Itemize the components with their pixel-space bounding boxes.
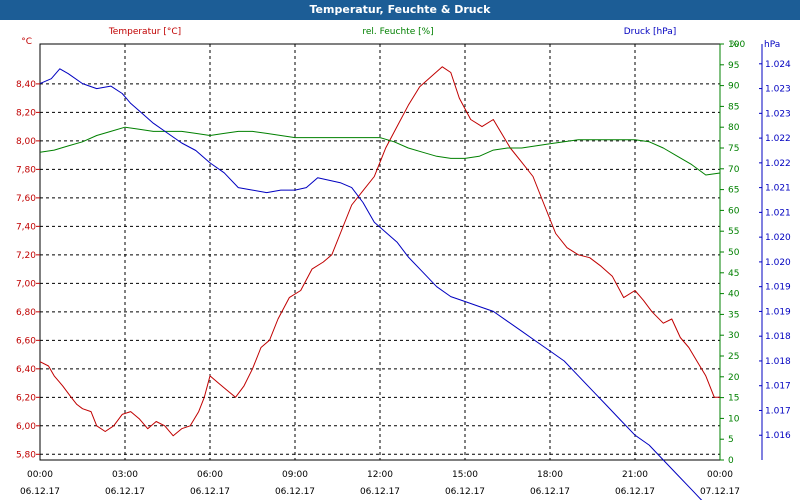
series-group [39,66,721,500]
x-tick-time-label: 15:00 [452,470,478,480]
humidity-tick-label: 40 [728,290,740,300]
temperature-axis-title: Temperatur [°C] [108,27,181,37]
temperature-series-line [39,66,720,437]
humidity-tick-label: 60 [728,206,740,216]
humidity-axis-title: rel. Feuchte [%] [362,27,433,37]
x-tick-date-label: 07.12.17 [700,487,740,497]
x-tick-date-label: 06.12.17 [360,487,400,497]
humidity-tick-label: 10 [728,414,740,424]
humidity-tick-label: 0 [728,456,734,466]
pressure-tick-label: 1.022 [765,159,791,169]
pressure-unit-label: hPa [764,40,780,50]
humidity-tick-label: 20 [728,373,740,383]
humidity-series-line [39,126,721,176]
temperature-tick-label: 7,60 [16,194,36,204]
temperature-tick-label: 7,00 [16,279,36,289]
temperature-tick-label: 6,60 [16,336,36,346]
temperature-unit-label: °C [21,37,32,47]
temperature-tick-label: 6,40 [16,365,36,375]
humidity-tick-label: 65 [728,186,739,196]
x-tick-date-label: 06.12.17 [20,487,60,497]
plot-frame [39,43,721,461]
pressure-tick-label: 1.017 [765,382,791,392]
temperature-tick-label: 6,20 [16,393,36,403]
humidity-tick-label: 100 [728,40,745,50]
temperature-tick-label: 8,40 [16,80,36,90]
humidity-tick-label: 5 [728,435,734,445]
pressure-tick-label: 1.020 [765,233,791,243]
pressure-tick-label: 1.021 [765,184,791,194]
humidity-tick-label: 80 [728,123,740,133]
pressure-series-line [39,68,703,500]
humidity-tick-label: 75 [728,144,739,154]
temperature-tick-label: 7,80 [16,165,36,175]
pressure-tick-label: 1.019 [765,283,791,293]
pressure-tick-label: 1.022 [765,134,791,144]
pressure-axis-title: Druck [hPa] [624,27,677,37]
humidity-unit-label: % [730,40,739,50]
humidity-tick-label: 25 [728,352,739,362]
x-tick-time-label: 18:00 [537,470,563,480]
x-tick-time-label: 21:00 [622,470,648,480]
pressure-tick-label: 1.019 [765,307,791,317]
pressure-tick-label: 1.018 [765,357,791,367]
pressure-tick-label: 1.024 [765,60,791,70]
humidity-tick-label: 70 [728,165,740,175]
humidity-tick-label: 15 [728,394,739,404]
x-tick-time-label: 12:00 [367,470,393,480]
temperature-tick-label: 8,20 [16,108,36,118]
x-tick-time-label: 00:00 [707,470,733,480]
pressure-tick-label: 1.021 [765,208,791,218]
x-tick-date-label: 06.12.17 [275,487,315,497]
humidity-tick-label: 35 [728,310,739,320]
chart-title: Temperatur, Feuchte & Druck [0,0,800,20]
x-tick-date-label: 06.12.17 [105,487,145,497]
humidity-tick-label: 55 [728,227,739,237]
x-tick-date-label: 06.12.17 [530,487,570,497]
pressure-tick-label: 1.018 [765,332,791,342]
x-tick-time-label: 09:00 [282,470,308,480]
x-tick-date-label: 06.12.17 [445,487,485,497]
grid-lines [39,43,721,461]
humidity-tick-label: 95 [728,61,739,71]
pressure-tick-label: 1.023 [765,85,791,95]
pressure-tick-label: 1.023 [765,109,791,119]
x-tick-time-label: 00:00 [27,470,53,480]
temperature-tick-label: 7,20 [16,251,36,261]
humidity-tick-label: 90 [728,82,740,92]
humidity-tick-label: 85 [728,102,739,112]
temperature-tick-label: 5,80 [16,450,36,460]
x-tick-time-label: 03:00 [112,470,138,480]
temperature-tick-label: 7,40 [16,222,36,232]
humidity-tick-label: 50 [728,248,740,258]
pressure-tick-label: 1.020 [765,258,791,268]
x-tick-date-label: 06.12.17 [615,487,655,497]
temperature-tick-label: 8,00 [16,137,36,147]
temperature-tick-label: 6,80 [16,308,36,318]
temperature-tick-label: 6,00 [16,422,36,432]
x-tick-time-label: 06:00 [197,470,223,480]
pressure-tick-label: 1.016 [765,431,791,441]
humidity-tick-label: 45 [728,269,739,279]
humidity-tick-label: 30 [728,331,740,341]
pressure-tick-label: 1.017 [765,406,791,416]
x-tick-date-label: 06.12.17 [190,487,230,497]
